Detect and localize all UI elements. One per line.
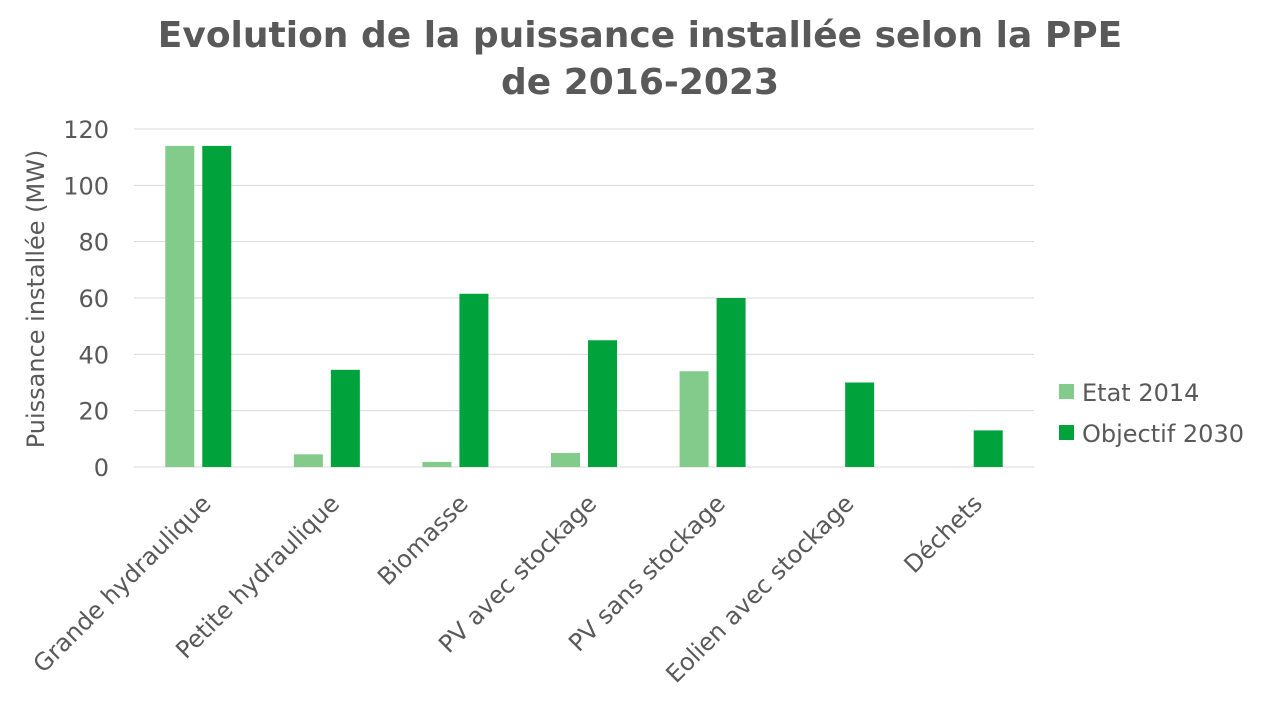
bar — [551, 452, 580, 467]
bar — [202, 145, 232, 467]
bar — [459, 293, 489, 467]
bar — [973, 430, 1003, 467]
y-tick-label: 20 — [78, 398, 109, 426]
bar — [293, 454, 323, 467]
bar — [588, 340, 617, 467]
legend-swatch — [1059, 384, 1074, 399]
y-tick-label: 80 — [78, 229, 109, 257]
y-tick-label: 60 — [78, 285, 109, 313]
chart-title-line-2: de 2016-2023 — [501, 62, 779, 103]
y-tick-label: 40 — [78, 341, 109, 369]
y-tick-label: 120 — [63, 116, 109, 144]
bar — [679, 371, 709, 467]
bars — [165, 145, 1003, 467]
bar — [716, 298, 746, 467]
y-axis-ticks: 0 20 40 60 80 100 120 — [63, 116, 109, 482]
y-axis-label: Puissance installée (MW) — [22, 150, 50, 449]
chart-title-line-1: Evolution de la puissance installée selo… — [158, 15, 1122, 56]
y-tick-label: 0 — [94, 454, 109, 482]
chart-title: Evolution de la puissance installée selo… — [158, 15, 1122, 103]
bar — [165, 145, 195, 467]
legend-swatch — [1059, 425, 1074, 440]
bar — [845, 382, 875, 467]
bar — [422, 461, 452, 467]
gridlines — [134, 128, 1034, 468]
legend-label: Objectif 2030 — [1082, 420, 1244, 448]
x-tick-label: Biomasse — [372, 489, 474, 591]
y-tick-label: 100 — [63, 172, 109, 200]
legend: Etat 2014 Objectif 2030 — [1059, 379, 1244, 448]
x-tick-label: Déchets — [899, 489, 988, 578]
bar — [330, 369, 360, 467]
legend-label: Etat 2014 — [1082, 379, 1199, 407]
